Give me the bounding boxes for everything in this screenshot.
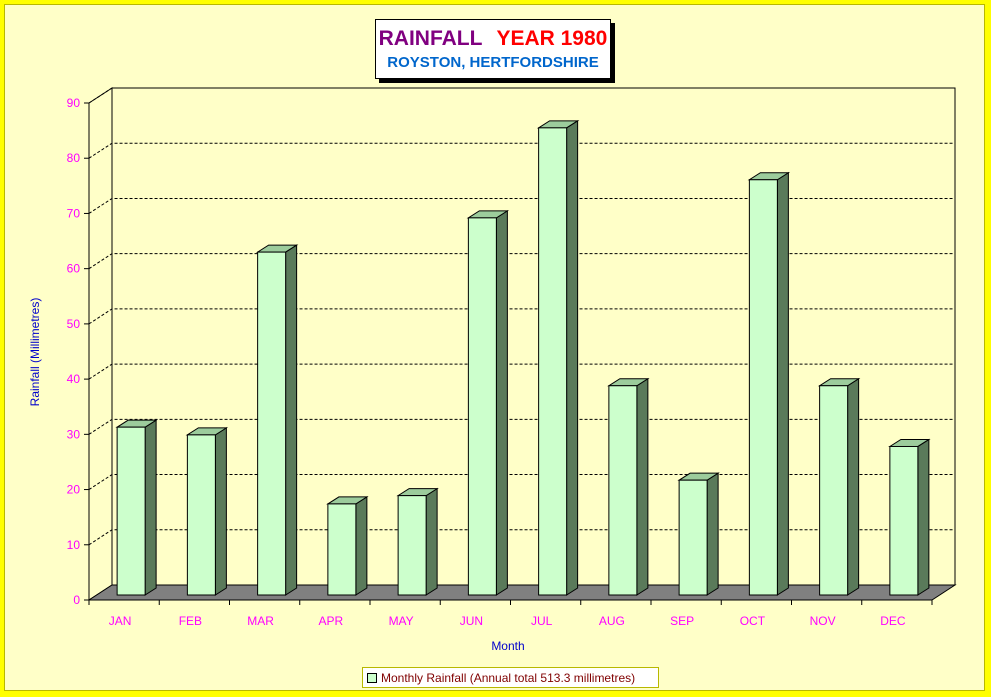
bar-mar xyxy=(257,251,287,596)
chart-title-year: YEAR 1980 xyxy=(496,27,608,50)
x-tick-label: JAN xyxy=(109,614,132,628)
x-tick-label: APR xyxy=(319,614,344,628)
x-tick-label: MAR xyxy=(247,614,274,628)
y-tick-label: 40 xyxy=(67,372,81,386)
bar-apr xyxy=(327,503,357,596)
y-tick-label: 80 xyxy=(67,151,81,165)
legend-swatch xyxy=(367,672,377,683)
gridline xyxy=(88,418,955,435)
bar-jan xyxy=(116,426,146,596)
y-tick-label: 0 xyxy=(73,593,80,607)
bar-dec xyxy=(889,445,919,596)
x-tick-label: FEB xyxy=(179,614,202,628)
bar-side xyxy=(847,377,860,596)
x-tick-label: MAY xyxy=(389,614,414,628)
bar-side xyxy=(566,119,579,596)
y-tick-label: 90 xyxy=(67,96,81,110)
chart-title-box: RAINFALL YEAR 1980 ROYSTON, HERTFORDSHIRE xyxy=(375,19,611,79)
x-tick-label: NOV xyxy=(810,614,836,628)
x-axis-ticks: JAN FEB MAR APR MAY JUN JUL AUG SEP OCT NOV DEC xyxy=(88,600,933,628)
x-tick-label: SEP xyxy=(670,614,694,628)
x-tick-label: OCT xyxy=(740,614,766,628)
gridlines xyxy=(88,87,955,546)
bar-jun xyxy=(467,217,497,596)
gridline xyxy=(88,474,955,490)
bar-side xyxy=(425,487,438,596)
chart-subtitle: ROYSTON, HERTFORDSHIRE xyxy=(387,54,599,71)
y-tick-label: 50 xyxy=(67,317,81,331)
y-tick-label: 10 xyxy=(67,538,81,552)
bar-side xyxy=(917,438,930,596)
bar-aug xyxy=(608,385,638,596)
gridline xyxy=(88,308,955,325)
bar-sep xyxy=(678,479,708,596)
bar-feb xyxy=(186,434,216,596)
y-tick-label: 70 xyxy=(67,206,81,220)
bar-side xyxy=(214,426,227,596)
x-tick-label: JUN xyxy=(460,614,483,628)
gridline xyxy=(88,529,955,546)
x-axis-title: Month xyxy=(491,639,524,653)
gridline xyxy=(88,253,955,270)
bar-nov xyxy=(819,385,849,596)
bar-side xyxy=(355,496,368,596)
x-tick-label: AUG xyxy=(599,614,625,628)
bar-oct xyxy=(748,179,778,596)
bars xyxy=(115,119,931,596)
chart-title: RAINFALL YEAR 1980 xyxy=(376,27,610,51)
bar-may xyxy=(397,495,427,596)
bar-side xyxy=(636,377,649,596)
chart-walls xyxy=(87,87,957,601)
x-tick-label: JUL xyxy=(531,614,553,628)
y-tick-label: 60 xyxy=(67,262,81,276)
gridline xyxy=(88,87,955,104)
bar-side xyxy=(776,171,789,596)
y-tick-label: 30 xyxy=(67,427,81,441)
left-wall xyxy=(88,87,113,601)
y-axis-title: Rainfall (Millimetres) xyxy=(28,298,42,407)
chart-title-rainfall: RAINFALL xyxy=(378,27,483,50)
bar-side xyxy=(495,209,508,596)
bar-jul xyxy=(538,127,568,596)
bar-side xyxy=(285,244,298,596)
bar-side xyxy=(706,472,719,596)
legend: Monthly Rainfall (Annual total 513.3 mil… xyxy=(362,667,659,688)
bar-side xyxy=(144,419,157,596)
gridline xyxy=(88,363,955,380)
x-tick-label: DEC xyxy=(880,614,906,628)
legend-label: Monthly Rainfall (Annual total 513.3 mil… xyxy=(381,670,636,685)
gridline xyxy=(88,142,955,159)
y-tick-label: 20 xyxy=(67,483,81,497)
gridline xyxy=(88,197,955,214)
